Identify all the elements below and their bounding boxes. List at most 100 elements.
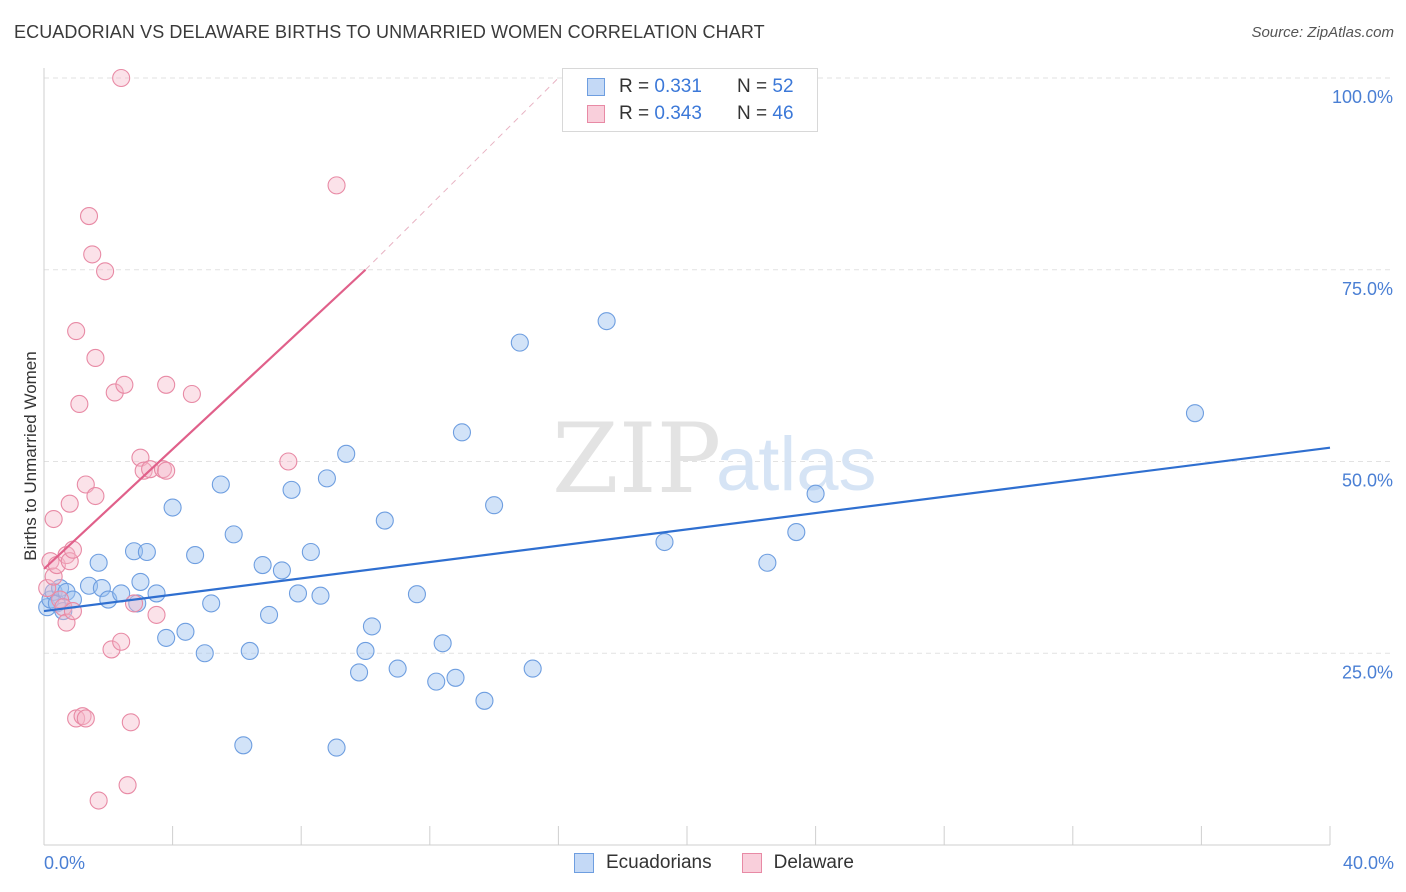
series-label-delaware: Delaware <box>773 852 854 873</box>
point-ecuadorians <box>124 542 144 561</box>
point-delaware <box>112 68 131 88</box>
point-ecuadorians <box>452 423 472 442</box>
point-ecuadorians <box>407 585 426 604</box>
gridlines <box>44 77 1392 654</box>
legend-n-ecuadorians: N = 52 <box>737 76 794 97</box>
point-ecuadorians <box>806 484 825 503</box>
point-delaware <box>67 322 86 341</box>
point-ecuadorians <box>259 605 279 624</box>
point-delaware <box>96 262 115 281</box>
point-delaware <box>79 207 99 226</box>
point-ecuadorians <box>427 672 446 691</box>
watermark: ZIP atlas <box>552 403 877 515</box>
point-ecuadorians <box>202 594 221 613</box>
point-ecuadorians <box>475 691 494 710</box>
point-ecuadorians <box>311 586 330 605</box>
point-delaware <box>60 494 79 513</box>
trend-lines <box>43 77 1331 613</box>
series-swatch-ecuadorians <box>574 853 594 873</box>
point-delaware <box>76 709 95 728</box>
point-ecuadorians <box>375 511 394 530</box>
point-ecuadorians <box>195 644 214 663</box>
y-tick-label: 50.0% <box>1342 471 1393 491</box>
point-ecuadorians <box>234 736 253 755</box>
point-delaware <box>327 176 346 195</box>
point-delaware <box>44 567 63 586</box>
series-label-ecuadorians: Ecuadorians <box>606 852 712 873</box>
point-delaware <box>182 384 201 404</box>
point-delaware <box>105 383 124 402</box>
point-ecuadorians <box>787 523 806 542</box>
point-ecuadorians <box>253 555 272 575</box>
point-ecuadorians <box>157 628 176 647</box>
point-ecuadorians <box>301 542 320 562</box>
y-tick-label: 75.0% <box>1342 279 1393 299</box>
point-delaware <box>102 640 121 659</box>
point-delaware <box>121 713 140 732</box>
point-ecuadorians <box>485 496 504 515</box>
point-delaware <box>153 460 173 479</box>
point-ecuadorians <box>446 668 465 687</box>
series-legend-delaware: Delaware <box>741 852 854 874</box>
x-tick-label-left: 0.0% <box>44 853 85 873</box>
point-delaware <box>279 452 298 471</box>
legend-r-ecuadorians: R = 0.331 <box>619 76 702 97</box>
point-ecuadorians <box>510 333 529 352</box>
point-ecuadorians <box>433 634 452 653</box>
source-label: Source: ZipAtlas.com <box>1251 24 1394 41</box>
point-delaware <box>44 509 63 529</box>
point-ecuadorians <box>655 532 674 552</box>
point-delaware <box>60 552 79 571</box>
y-axis-title: Births to Unmarried Women <box>21 351 40 560</box>
point-ecuadorians <box>224 525 243 544</box>
point-delaware <box>112 632 131 651</box>
point-ecuadorians <box>131 572 150 591</box>
point-ecuadorians <box>147 584 166 603</box>
series-swatch-delaware <box>741 853 762 873</box>
trend-line-ecuadorians <box>43 446 1331 613</box>
point-delaware <box>63 602 82 621</box>
legend-r-delaware: R = 0.343 <box>619 103 702 124</box>
point-ecuadorians <box>350 663 369 682</box>
point-ecuadorians <box>327 738 346 757</box>
point-ecuadorians <box>523 659 542 678</box>
point-ecuadorians <box>337 444 356 463</box>
point-delaware <box>57 613 76 632</box>
point-delaware <box>70 394 89 414</box>
trend-line-delaware-extension <box>365 77 559 271</box>
point-ecuadorians <box>240 641 259 660</box>
point-ecuadorians <box>163 498 182 517</box>
point-ecuadorians <box>362 617 381 636</box>
axes <box>43 68 1331 846</box>
point-ecuadorians <box>597 312 616 331</box>
trend-line-delaware <box>43 268 367 570</box>
point-delaware <box>157 461 176 480</box>
watermark-atlas: atlas <box>716 422 877 507</box>
point-delaware <box>134 461 153 480</box>
point-delaware <box>86 348 105 368</box>
x-tick-label-right: 40.0% <box>1343 853 1394 873</box>
point-ecuadorians <box>272 561 291 580</box>
legend-row-delaware: R = 0.343 N = 46 <box>587 102 794 126</box>
point-delaware <box>83 245 102 264</box>
point-ecuadorians <box>758 553 777 572</box>
data-points <box>38 68 1205 810</box>
point-ecuadorians <box>1185 404 1205 423</box>
legend-n-delaware: N = 46 <box>737 103 794 124</box>
point-delaware <box>63 540 82 559</box>
point-delaware <box>115 375 134 394</box>
point-delaware <box>89 791 108 810</box>
point-delaware <box>124 594 144 613</box>
point-ecuadorians <box>137 542 156 562</box>
point-delaware <box>38 579 57 598</box>
watermark-zip: ZIP <box>552 403 721 515</box>
point-ecuadorians <box>282 480 301 499</box>
y-tick-labels: 25.0% 50.0% 75.0% 100.0% <box>1332 87 1393 682</box>
y-tick-label: 25.0% <box>1342 662 1393 682</box>
point-delaware <box>147 605 166 624</box>
point-ecuadorians <box>92 579 111 598</box>
legend-swatch-delaware <box>587 105 605 123</box>
series-legend-ecuadorians: Ecuadorians <box>574 852 712 874</box>
legend-row-ecuadorians: R = 0.331 N = 52 <box>587 75 794 99</box>
